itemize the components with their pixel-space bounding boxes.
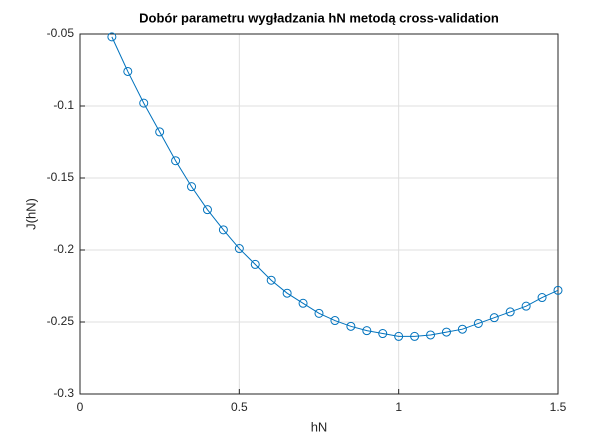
x-axis-label: hN — [311, 419, 328, 434]
y-tick-label: -0.25 — [47, 314, 75, 328]
data-marker — [426, 330, 436, 340]
data-marker — [250, 259, 260, 269]
data-marker — [266, 275, 276, 285]
data-marker — [187, 182, 197, 192]
y-tick-label: -0.3 — [53, 386, 74, 400]
data-marker — [441, 327, 451, 337]
data-marker — [473, 318, 483, 328]
data-marker — [171, 156, 181, 166]
y-tick-label: -0.05 — [47, 26, 75, 40]
data-marker — [314, 308, 324, 318]
data-marker — [457, 324, 467, 334]
x-tick-label: 0.5 — [231, 400, 248, 414]
data-marker — [521, 301, 531, 311]
data-marker — [330, 316, 340, 326]
data-marker — [107, 32, 117, 42]
data-marker — [362, 326, 372, 336]
data-marker — [202, 205, 212, 215]
data-marker — [346, 321, 356, 331]
x-tick-label: 0 — [77, 400, 84, 414]
data-marker — [139, 98, 149, 108]
x-tick-label: 1.5 — [550, 400, 567, 414]
y-tick-label: -0.1 — [53, 98, 74, 112]
data-marker — [282, 288, 292, 298]
data-marker — [155, 127, 165, 137]
plot-area — [80, 34, 558, 394]
data-marker — [378, 329, 388, 339]
data-marker — [123, 66, 133, 76]
data-marker — [298, 298, 308, 308]
y-tick-label: -0.2 — [53, 242, 74, 256]
data-marker — [410, 331, 420, 341]
data-marker — [218, 225, 228, 235]
axes-box — [79, 33, 559, 395]
data-marker — [537, 293, 547, 303]
x-tick-label: 1 — [395, 400, 402, 414]
data-marker — [505, 307, 515, 317]
chart-title: Dobór parametru wygładzania hN metodą cr… — [139, 10, 499, 25]
data-marker — [489, 313, 499, 323]
y-tick-label: -0.15 — [47, 170, 75, 184]
data-marker — [553, 285, 563, 295]
data-line — [111, 36, 559, 337]
data-marker — [234, 244, 244, 254]
y-axis-label: J(hN) — [23, 198, 38, 230]
data-marker — [394, 331, 404, 341]
